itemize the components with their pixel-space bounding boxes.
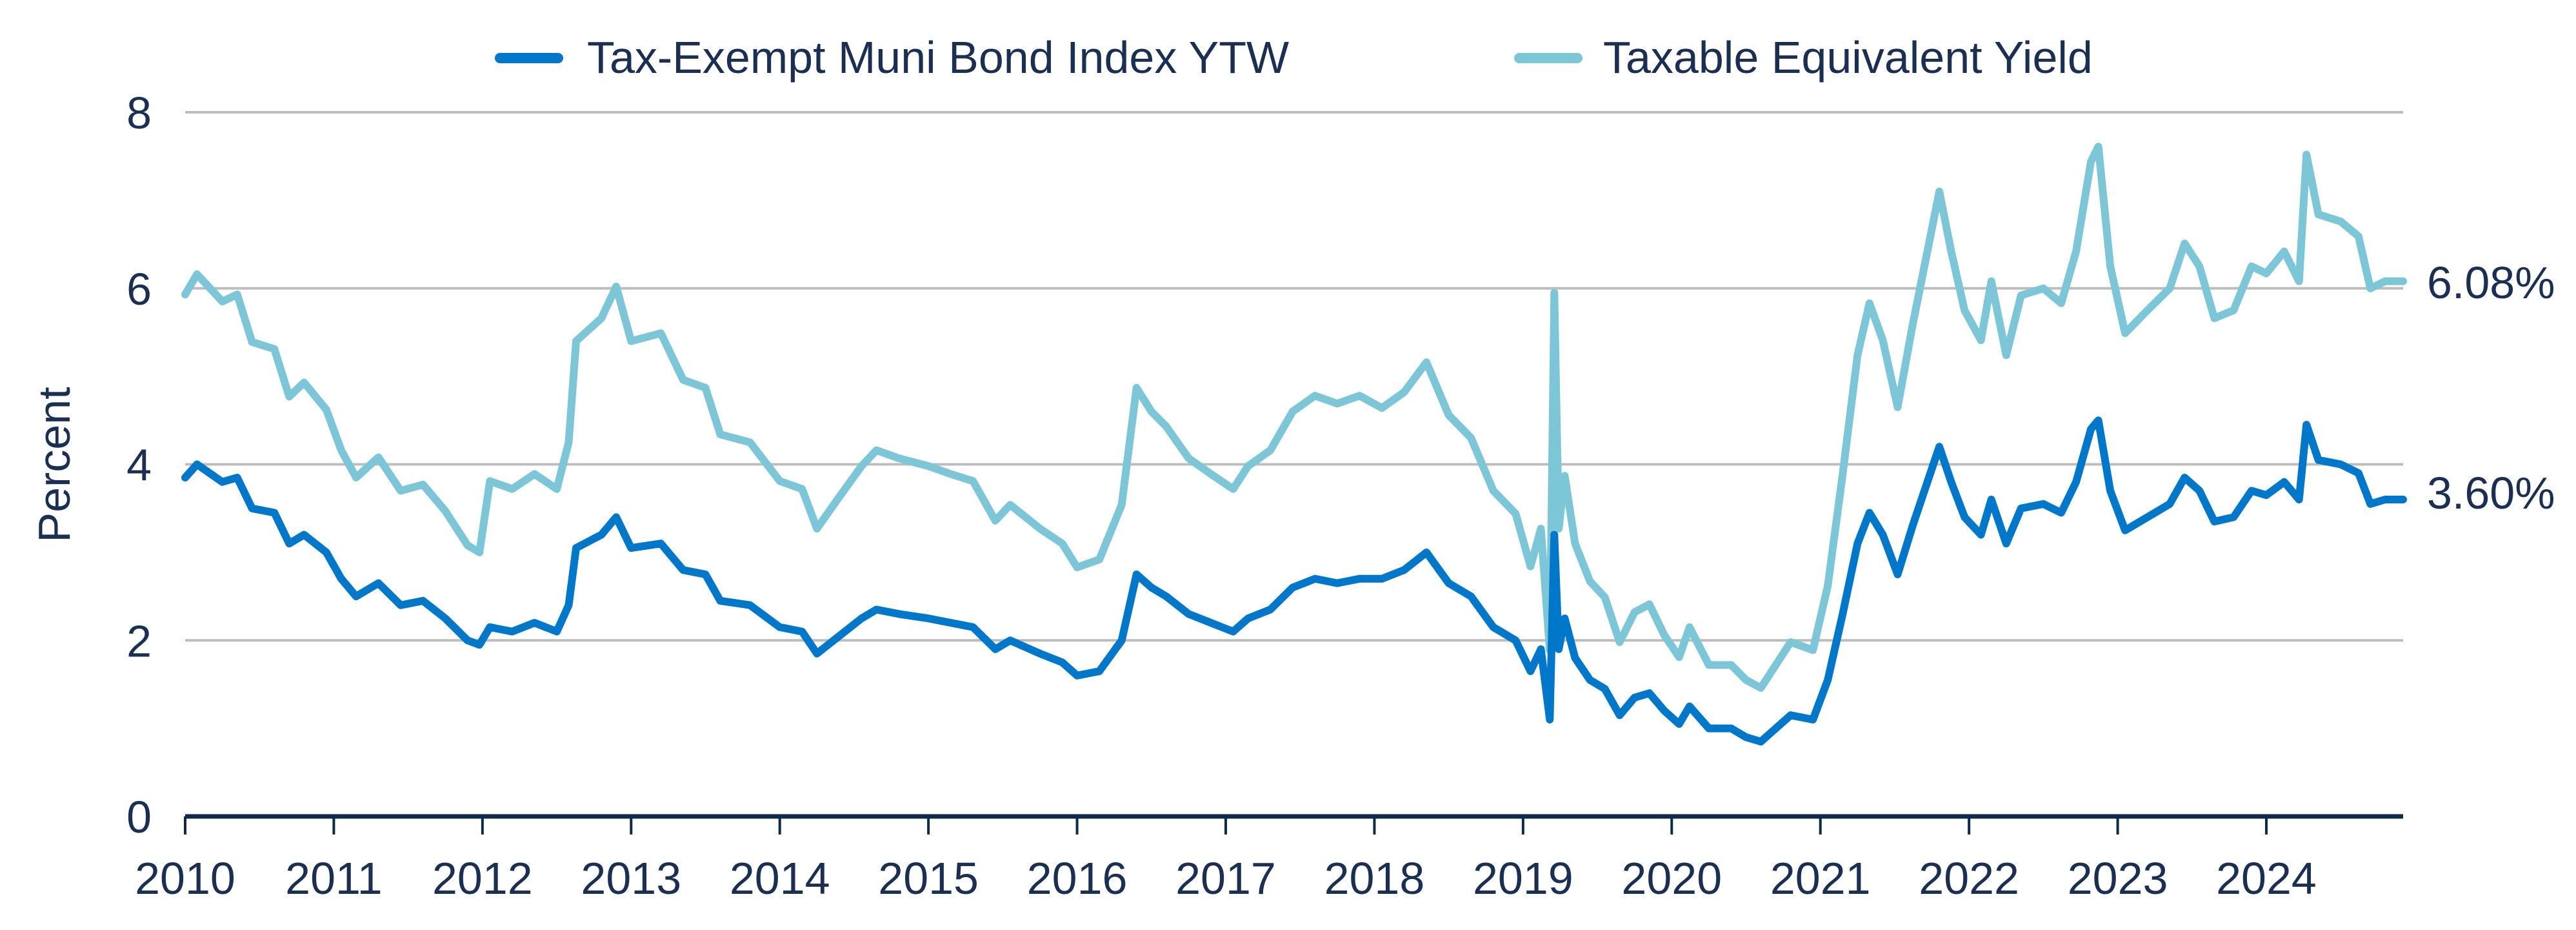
legend: Tax-Exempt Muni Bond Index YTW Taxable E… (495, 32, 2093, 83)
x-tick-label: 2023 (2068, 853, 2168, 904)
legend-label-tey: Taxable Equivalent Yield (1603, 32, 2093, 83)
y-tick-label: 0 (126, 792, 152, 842)
x-tick-label: 2015 (878, 853, 979, 904)
x-tick-label: 2021 (1770, 853, 1871, 904)
y-axis-label: Percent (29, 387, 79, 542)
series-line-muni (181, 416, 2407, 746)
end-label-muni: 3.60% (2427, 468, 2555, 518)
y-tick-label: 6 (126, 264, 152, 314)
x-tick-label: 2018 (1324, 853, 1425, 904)
x-tick-label: 2010 (135, 853, 235, 904)
series-line-tey (181, 143, 2407, 692)
legend-label-muni: Tax-Exempt Muni Bond Index YTW (587, 32, 1289, 83)
x-tick-label: 2014 (730, 853, 830, 904)
x-tick-label: 2012 (432, 853, 533, 904)
y-tick-label: 8 (126, 88, 152, 138)
y-tick-label: 2 (126, 616, 152, 666)
x-tick-label: 2017 (1175, 853, 1276, 904)
series-lines (181, 143, 2407, 746)
x-axis: 2010 2011 2012 2013 2014 2015 2016 2017 2018 2019… (135, 814, 2403, 904)
x-tick-label: 2022 (1919, 853, 2019, 904)
x-tick-label: 2019 (1473, 853, 1573, 904)
y-tick-label: 4 (126, 440, 152, 490)
y-axis-ticks: 0 2 4 6 8 (126, 88, 152, 842)
x-tick-label: 2020 (1621, 853, 1722, 904)
x-tick-label: 2011 (285, 853, 383, 904)
end-label-tey: 6.08% (2427, 258, 2555, 308)
x-tick-label: 2016 (1027, 853, 1128, 904)
gridlines (185, 111, 2403, 642)
x-tick-label: 2013 (581, 853, 681, 904)
x-tick-label: 2024 (2216, 853, 2317, 904)
